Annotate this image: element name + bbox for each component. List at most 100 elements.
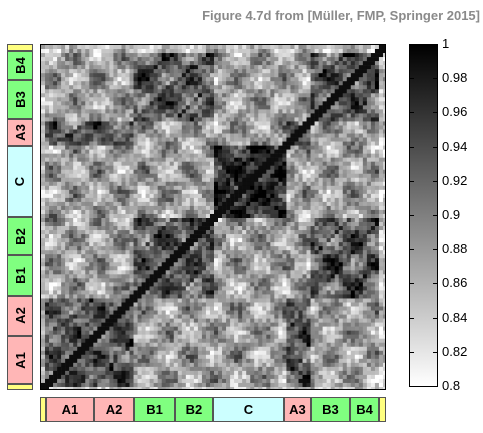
ssm-cell: [370, 238, 376, 243]
ssm-cell: [105, 230, 110, 235]
ssm-cell: [197, 185, 203, 191]
ssm-cell: [314, 101, 319, 106]
ssm-cell: [169, 77, 175, 82]
ssm-cell: [161, 234, 167, 239]
ssm-cell: [189, 89, 195, 94]
ssm-cell: [197, 133, 203, 138]
ssm-cell: [254, 113, 259, 118]
ssm-cell: [278, 213, 283, 219]
ssm-cell: [101, 45, 106, 50]
ssm-cell: [153, 125, 158, 130]
ssm-cell: [69, 85, 74, 90]
ssm-cell: [246, 121, 251, 126]
ssm-cell: [157, 213, 162, 219]
ssm-cell: [298, 113, 303, 118]
ssm-cell: [65, 53, 70, 58]
ssm-cell: [57, 165, 62, 171]
ssm-cell: [169, 266, 175, 271]
ssm-cell: [205, 133, 211, 138]
ssm-cell: [169, 85, 175, 90]
ssm-cell: [197, 262, 203, 267]
ssm-cell: [161, 105, 167, 110]
ssm-cell: [302, 101, 307, 106]
ssm-cell: [117, 153, 122, 158]
ssm-cell: [326, 165, 331, 171]
ssm-cell: [193, 113, 199, 118]
ssm-cell: [274, 254, 279, 259]
ssm-cell: [145, 161, 150, 166]
ssm-cell: [282, 89, 287, 94]
ssm-cell: [157, 201, 162, 207]
ssm-cell: [125, 218, 130, 223]
ssm-cell: [326, 201, 331, 207]
ssm-cell: [374, 129, 380, 134]
ssm-cell: [362, 234, 368, 239]
ssm-cell: [185, 177, 191, 183]
ssm-cell: [350, 129, 356, 134]
ssm-cell: [314, 73, 319, 78]
ssm-cell: [117, 274, 122, 279]
ssm-cell: [318, 254, 323, 259]
ssm-cell: [77, 185, 82, 191]
ssm-cell: [105, 218, 110, 223]
ssm-cell: [358, 93, 364, 98]
ssm-cell: [266, 254, 271, 259]
ssm-cell: [133, 230, 138, 235]
ssm-cell: [117, 213, 122, 219]
ssm-cell: [77, 262, 82, 267]
ssm-cell: [330, 234, 335, 239]
ssm-cell: [302, 81, 307, 86]
ssm-cell: [322, 113, 327, 118]
ssm-cell: [121, 61, 126, 66]
ssm-cell: [366, 189, 372, 195]
ssm-cell: [374, 222, 380, 227]
ssm-cell: [370, 185, 376, 191]
ssm-cell: [113, 165, 118, 171]
ssm-cell: [113, 218, 118, 223]
ssm-cell: [334, 157, 340, 162]
ssm-cell: [274, 129, 279, 134]
ssm-cell: [242, 157, 247, 162]
ssm-cell: [370, 137, 376, 142]
ssm-cell: [145, 45, 150, 50]
ssm-cell: [205, 45, 211, 50]
ssm-cell: [274, 262, 279, 267]
ssm-cell: [338, 201, 344, 207]
ssm-cell: [214, 149, 219, 154]
ssm-cell: [145, 242, 150, 247]
ssm-cell: [181, 205, 187, 211]
ssm-cell: [338, 193, 344, 199]
ssm-cell: [197, 137, 203, 142]
ssm-cell: [201, 262, 207, 267]
ssm-cell: [362, 65, 368, 70]
ssm-cell: [41, 254, 46, 259]
ssm-cell: [97, 197, 102, 203]
ssm-cell: [350, 197, 356, 203]
ssm-cell: [334, 197, 340, 203]
ssm-cell: [49, 238, 54, 243]
ssm-cell: [181, 230, 187, 235]
ssm-cell: [177, 266, 183, 271]
ssm-cell: [326, 85, 331, 90]
ssm-cell: [222, 230, 227, 235]
ssm-cell: [362, 246, 368, 251]
ssm-cell: [286, 169, 291, 175]
ssm-cell: [77, 246, 82, 251]
ssm-cell: [45, 242, 50, 247]
ssm-cell: [370, 53, 376, 58]
ssm-cell: [157, 109, 162, 114]
ssm-cell: [322, 49, 327, 54]
ssm-cell: [330, 81, 335, 86]
ssm-cell: [81, 222, 86, 227]
ssm-cell: [358, 85, 364, 90]
ssm-cell: [314, 137, 319, 142]
ssm-cell: [205, 238, 211, 243]
ssm-cell: [81, 205, 86, 211]
ssm-cell: [258, 262, 263, 267]
ssm-cell: [342, 117, 348, 122]
ssm-cell: [290, 201, 295, 207]
ssm-cell: [342, 77, 348, 82]
ssm-cell: [197, 270, 203, 275]
ssm-cell: [382, 57, 385, 62]
ssm-cell: [318, 177, 323, 183]
